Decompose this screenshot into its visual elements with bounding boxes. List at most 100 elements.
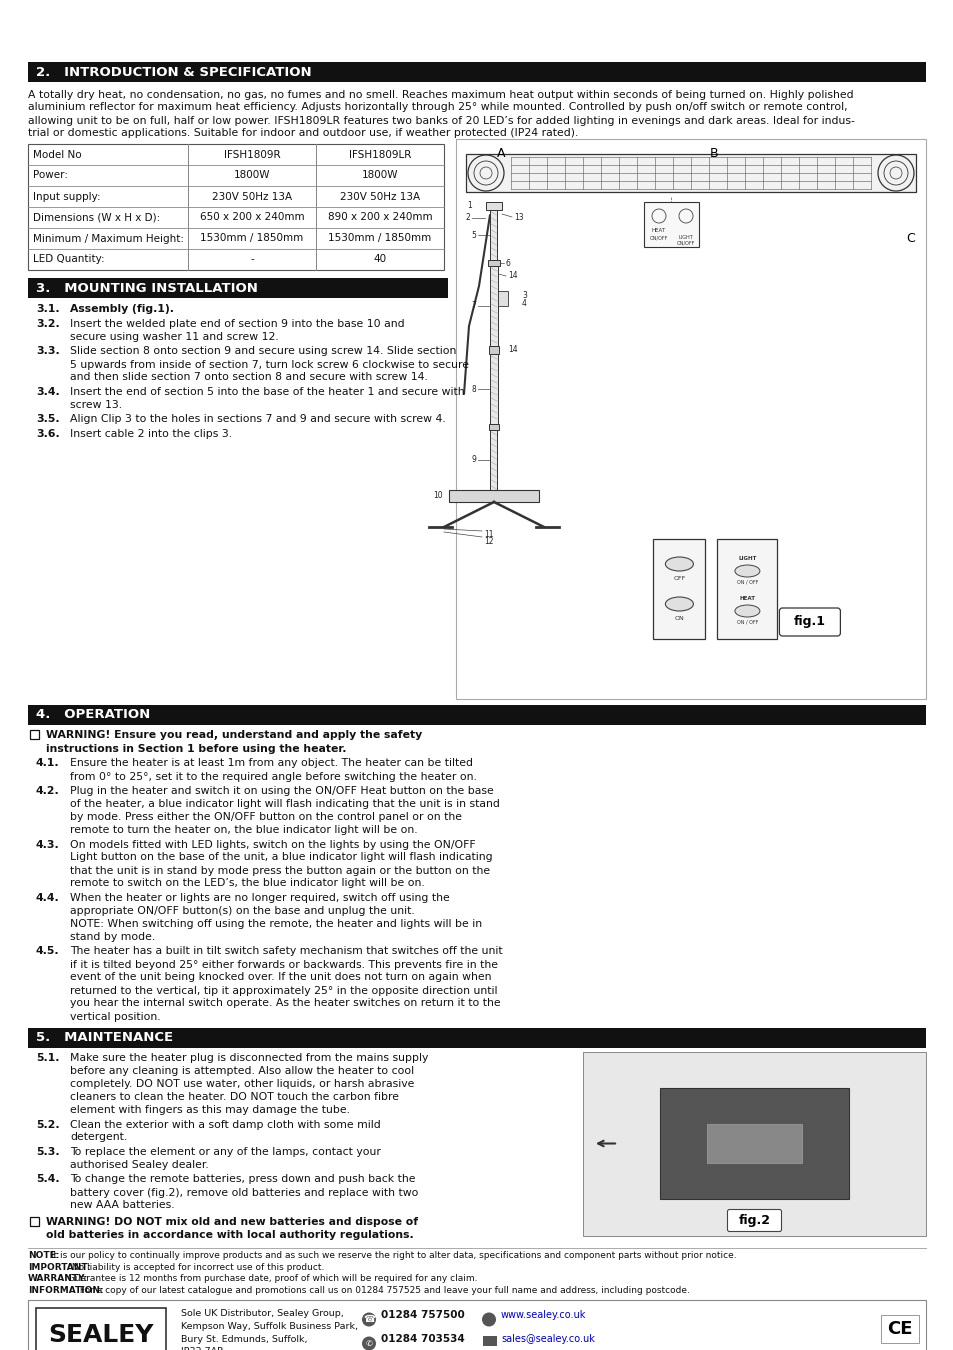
Bar	[489, 424, 498, 431]
Bar	[490, 354, 497, 424]
Text: 3.5.: 3.5.	[36, 414, 59, 424]
Text: returned to the vertical, tip it approximately 25° in the opposite direction unt: returned to the vertical, tip it approxi…	[70, 986, 497, 995]
Text: battery cover (fig.2), remove old batteries and replace with two: battery cover (fig.2), remove old batter…	[70, 1188, 418, 1197]
Text: from 0° to 25°, set it to the required angle before switching the heater on.: from 0° to 25°, set it to the required a…	[70, 771, 476, 782]
Text: 5.3.: 5.3.	[36, 1148, 59, 1157]
Text: SEALEY: SEALEY	[49, 1323, 153, 1347]
Text: 9: 9	[471, 455, 476, 464]
Bar	[490, 431, 497, 490]
Text: 650 x 200 x 240mm: 650 x 200 x 240mm	[199, 212, 304, 223]
Bar	[880, 1315, 918, 1342]
Bar	[498, 292, 508, 306]
Bar	[488, 261, 499, 266]
Text: ON: ON	[674, 617, 683, 621]
Text: To change the remote batteries, press down and push back the: To change the remote batteries, press do…	[70, 1174, 416, 1184]
Text: new AAA batteries.: new AAA batteries.	[70, 1200, 174, 1211]
Text: 3.2.: 3.2.	[36, 319, 60, 329]
Text: Plug in the heater and switch it on using the ON/OFF Heat button on the base: Plug in the heater and switch it on usin…	[70, 786, 494, 796]
Text: aluminium reflector for maximum heat efficiency. Adjusts horizontally through 25: aluminium reflector for maximum heat eff…	[28, 103, 846, 112]
Bar	[490, 266, 497, 346]
Circle shape	[481, 1312, 496, 1327]
Text: Guarantee is 12 months from purchase date, proof of which will be required for a: Guarantee is 12 months from purchase dat…	[65, 1274, 476, 1284]
Text: Clean the exterior with a soft damp cloth with some mild: Clean the exterior with a soft damp clot…	[70, 1119, 380, 1130]
Bar	[490, 211, 497, 261]
Text: 5.4.: 5.4.	[36, 1174, 59, 1184]
Text: 4.5.: 4.5.	[36, 946, 59, 957]
Text: of the heater, a blue indicator light will flash indicating that the unit is in : of the heater, a blue indicator light wi…	[70, 799, 499, 809]
Text: 13: 13	[514, 212, 523, 221]
Text: event of the unit being knocked over. If the unit does not turn on again when: event of the unit being knocked over. If…	[70, 972, 491, 983]
Text: cleaners to clean the heater. DO NOT touch the carbon fibre: cleaners to clean the heater. DO NOT tou…	[70, 1092, 398, 1102]
Text: -: -	[250, 255, 253, 265]
Text: allowing unit to be on full, half or low power. IFSH1809LR features two banks of: allowing unit to be on full, half or low…	[28, 116, 854, 126]
Text: Power:: Power:	[33, 170, 68, 181]
Text: sales@sealey.co.uk: sales@sealey.co.uk	[500, 1335, 595, 1345]
Bar	[717, 539, 777, 639]
Text: 1: 1	[467, 201, 472, 211]
Text: Bury St. Edmunds, Suffolk,: Bury St. Edmunds, Suffolk,	[181, 1335, 307, 1343]
Text: completely. DO NOT use water, other liquids, or harsh abrasive: completely. DO NOT use water, other liqu…	[70, 1079, 414, 1089]
Text: 4.3.: 4.3.	[36, 840, 60, 849]
Text: element with fingers as this may damage the tube.: element with fingers as this may damage …	[70, 1106, 350, 1115]
Text: 2: 2	[465, 213, 470, 223]
Text: LED Quantity:: LED Quantity:	[33, 255, 105, 265]
Bar	[489, 346, 498, 354]
Text: ON / OFF: ON / OFF	[736, 620, 758, 625]
Text: old batteries in accordance with local authority regulations.: old batteries in accordance with local a…	[46, 1230, 414, 1241]
Text: 1530mm / 1850mm: 1530mm / 1850mm	[328, 234, 431, 243]
Circle shape	[361, 1336, 375, 1350]
Text: ✆: ✆	[365, 1339, 372, 1349]
Text: 5 upwards from inside of section 7, turn lock screw 6 clockwise to secure: 5 upwards from inside of section 7, turn…	[70, 359, 469, 370]
Text: 1800W: 1800W	[233, 170, 270, 181]
Text: remote to switch on the LED’s, the blue indicator light will be on.: remote to switch on the LED’s, the blue …	[70, 879, 424, 888]
Text: if it is tilted beyond 25° either forwards or backwards. This prevents fire in t: if it is tilted beyond 25° either forwar…	[70, 960, 497, 969]
Text: trial or domestic applications. Suitable for indoor and outdoor use, if weather : trial or domestic applications. Suitable…	[28, 128, 578, 139]
FancyBboxPatch shape	[779, 608, 840, 636]
Text: appropriate ON/OFF button(s) on the base and unplug the unit.: appropriate ON/OFF button(s) on the base…	[70, 906, 415, 917]
Text: A: A	[497, 147, 505, 161]
Bar	[456, 139, 925, 699]
Text: fig.1: fig.1	[793, 616, 824, 629]
Text: ☎: ☎	[362, 1315, 375, 1324]
Text: 4.1.: 4.1.	[36, 759, 59, 768]
Text: 10: 10	[433, 491, 442, 501]
Bar	[582, 1052, 925, 1235]
Text: Light button on the base of the unit, a blue indicator light will flash indicati: Light button on the base of the unit, a …	[70, 852, 492, 863]
Text: 4.2.: 4.2.	[36, 786, 60, 796]
Text: 6: 6	[505, 258, 511, 267]
Bar	[465, 154, 915, 192]
Text: Minimum / Maximum Height:: Minimum / Maximum Height:	[33, 234, 184, 243]
Text: Align Clip 3 to the holes in sections 7 and 9 and secure with screw 4.: Align Clip 3 to the holes in sections 7 …	[70, 414, 445, 424]
Text: 5.   MAINTENANCE: 5. MAINTENANCE	[36, 1031, 172, 1044]
Text: Ensure the heater is at least 1m from any object. The heater can be tilted: Ensure the heater is at least 1m from an…	[70, 759, 473, 768]
Text: It is our policy to continually improve products and as such we reserve the righ: It is our policy to continually improve …	[49, 1251, 737, 1260]
Text: Input supply:: Input supply:	[33, 192, 100, 201]
Text: 3.6.: 3.6.	[36, 429, 60, 439]
Text: No liability is accepted for incorrect use of this product.: No liability is accepted for incorrect u…	[69, 1262, 324, 1272]
Text: 4: 4	[521, 300, 526, 309]
Text: 5: 5	[471, 231, 476, 239]
Text: Kempson Way, Suffolk Business Park,: Kempson Way, Suffolk Business Park,	[181, 1322, 357, 1331]
Text: detergent.: detergent.	[70, 1133, 127, 1142]
Bar	[30, 730, 39, 738]
Text: Make sure the heater plug is disconnected from the mains supply: Make sure the heater plug is disconnecte…	[70, 1053, 428, 1062]
Text: To replace the element or any of the lamps, contact your: To replace the element or any of the lam…	[70, 1148, 380, 1157]
FancyBboxPatch shape	[727, 1210, 781, 1231]
Text: Insert cable 2 into the clips 3.: Insert cable 2 into the clips 3.	[70, 429, 232, 439]
Bar	[485, 202, 501, 211]
Text: 1530mm / 1850mm: 1530mm / 1850mm	[200, 234, 303, 243]
Text: IMPORTANT:: IMPORTANT:	[28, 1262, 91, 1272]
Text: IFSH1809LR: IFSH1809LR	[349, 150, 411, 159]
Text: Sole UK Distributor, Sealey Group,: Sole UK Distributor, Sealey Group,	[181, 1310, 343, 1319]
Text: stand by mode.: stand by mode.	[70, 931, 155, 942]
Text: remote to turn the heater on, the blue indicator light will be on.: remote to turn the heater on, the blue i…	[70, 825, 417, 836]
Bar	[28, 278, 448, 298]
Text: HEAT: HEAT	[739, 597, 755, 602]
Text: and then slide section 7 onto section 8 and secure with screw 14.: and then slide section 7 onto section 8 …	[70, 373, 428, 382]
Text: 01284 757500: 01284 757500	[380, 1311, 464, 1320]
Ellipse shape	[734, 605, 760, 617]
Text: WARRANTY:: WARRANTY:	[28, 1274, 89, 1284]
Text: ON/OFF: ON/OFF	[649, 235, 667, 240]
Text: OFF: OFF	[673, 576, 685, 582]
Text: The heater has a built in tilt switch safety mechanism that switches off the uni: The heater has a built in tilt switch sa…	[70, 946, 502, 957]
